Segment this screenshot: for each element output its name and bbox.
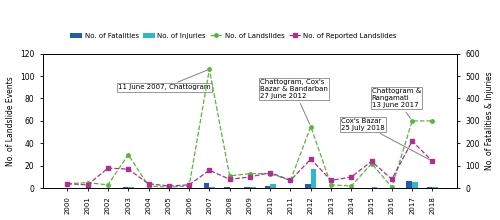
Text: Chattogram, Cox's
Bazar & Bandarban
27 June 2012: Chattogram, Cox's Bazar & Bandarban 27 J… bbox=[260, 79, 328, 124]
Bar bbox=[224, 187, 230, 188]
Bar bbox=[250, 187, 256, 188]
Bar bbox=[122, 187, 128, 188]
Legend: No. of Fatalities, No. of Injuries, No. of Landslides, No. of Reported Landslide: No. of Fatalities, No. of Injuries, No. … bbox=[67, 30, 400, 42]
Bar bbox=[427, 187, 432, 188]
Y-axis label: No. of Landslide Events: No. of Landslide Events bbox=[6, 76, 15, 166]
Bar bbox=[128, 187, 134, 188]
Y-axis label: No. of Fatalities & Injuries: No. of Fatalities & Injuries bbox=[486, 72, 494, 170]
Bar bbox=[244, 187, 250, 188]
Text: 11 June 2007, Chattogram: 11 June 2007, Chattogram bbox=[118, 70, 211, 90]
Bar bbox=[412, 182, 418, 188]
Bar bbox=[264, 186, 270, 188]
Bar bbox=[432, 187, 438, 188]
Text: Cox's Bazar
25 July 2018: Cox's Bazar 25 July 2018 bbox=[341, 118, 430, 160]
Bar bbox=[270, 184, 276, 188]
Bar bbox=[305, 184, 311, 188]
Bar bbox=[311, 169, 316, 188]
Bar bbox=[210, 187, 215, 188]
Text: Chattogram &
Rangamati
13 June 2017: Chattogram & Rangamati 13 June 2017 bbox=[372, 88, 421, 119]
Bar bbox=[372, 187, 378, 188]
Bar bbox=[406, 181, 412, 188]
Bar bbox=[204, 183, 210, 188]
